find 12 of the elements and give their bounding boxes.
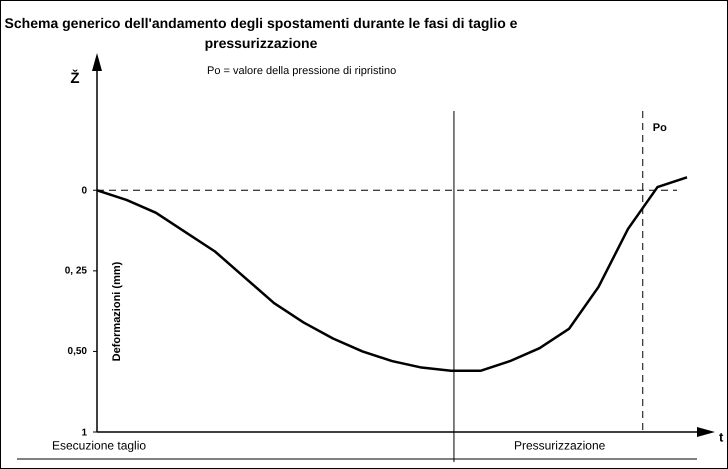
x-axis-title: t — [719, 430, 724, 445]
annotation: Po = valore della pressione di ripristino — [207, 65, 396, 78]
y-tick-label: 0 — [81, 185, 88, 196]
text: Ž — [70, 69, 80, 88]
y-tick-label: 0,50 — [68, 346, 88, 357]
chart-title: Schema generico dell'andamento degli spostamenti durante le fasi di taglio e pressurizzazione — [4, 14, 518, 53]
y-tick-label: 1 — [81, 428, 88, 438]
text: Esecuzione taglio — [52, 438, 146, 452]
annotation: Po — [652, 122, 668, 134]
y-axis-title: Deformazioni (mm) — [111, 261, 124, 362]
y-tick-label: 0, 25 — [64, 265, 88, 276]
text: Pressurizzazione — [514, 438, 606, 452]
